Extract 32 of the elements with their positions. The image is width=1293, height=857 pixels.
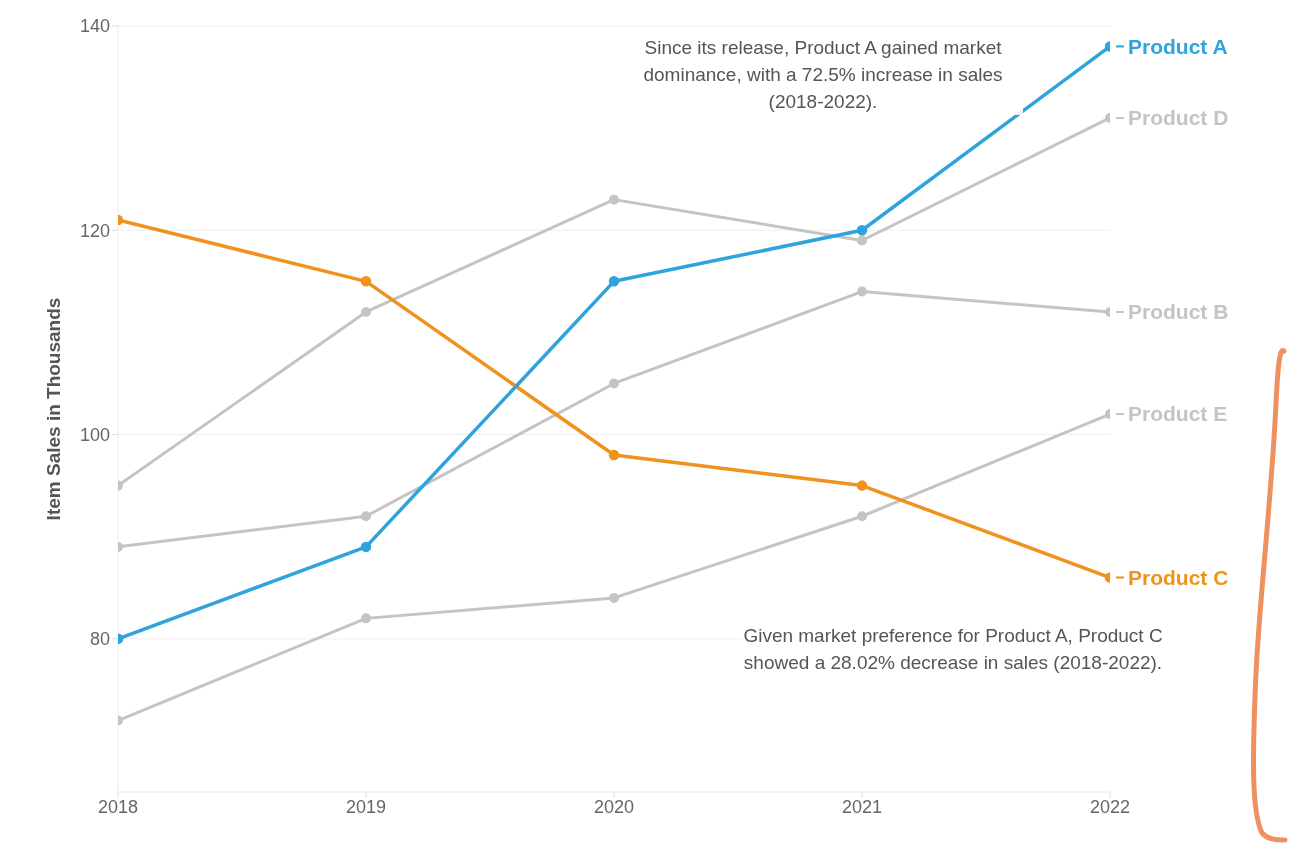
point: [857, 286, 867, 297]
y-axis-title: Item Sales in Thousands: [42, 297, 64, 521]
point: [856, 225, 868, 236]
x-tick-label: 2020: [593, 796, 635, 817]
point: [856, 480, 868, 491]
point: [609, 592, 619, 603]
x-tick-label: 2018: [97, 796, 139, 817]
point: [857, 235, 867, 246]
x-tick-label: 2021: [841, 796, 883, 817]
point: [608, 276, 620, 287]
legend-label: Product D: [1128, 106, 1229, 130]
legend-label: Product A: [1128, 34, 1228, 58]
annotation: Since its release, Product A gained market dominance, with a 72.5% increase in sales (2018-2022).: [623, 34, 1023, 115]
point: [360, 276, 372, 287]
x-tick-label: 2022: [1089, 796, 1131, 817]
point: [361, 613, 371, 624]
legend-label: Product C: [1128, 565, 1229, 589]
legend-label: Product E: [1128, 402, 1228, 426]
annotation: Given market preference for Product A, Product C showed a 28.02% decrease in sales (2018-2022).: [743, 622, 1163, 676]
point: [857, 511, 867, 522]
point: [609, 378, 619, 389]
point: [360, 541, 372, 553]
y-tick-label: 140: [79, 16, 110, 37]
point: [361, 306, 371, 317]
point: [609, 194, 619, 205]
y-tick-label: 80: [89, 629, 110, 650]
y-tick-label: 120: [79, 220, 110, 241]
legend-label: Product B: [1128, 300, 1229, 324]
y-tick-label: 100: [79, 424, 110, 445]
point: [608, 449, 620, 461]
x-tick-label: 2019: [345, 796, 387, 817]
point: [361, 511, 371, 522]
